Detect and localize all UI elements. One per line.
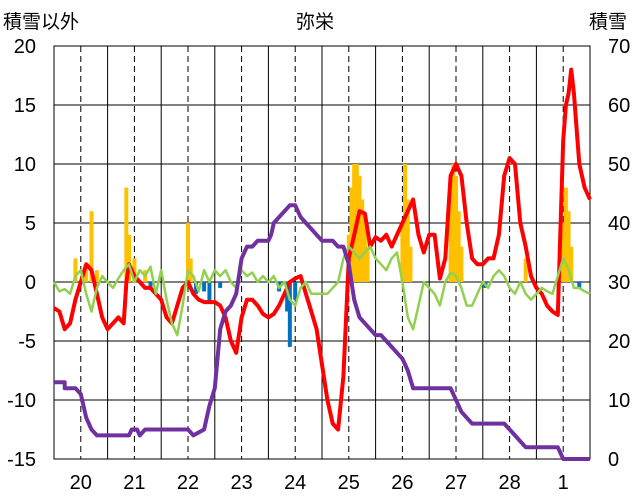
y-right-tick-label: 10 [608, 390, 630, 412]
x-tick-label: 24 [284, 472, 306, 494]
y-left-tick-label: 0 [25, 272, 36, 294]
bar [357, 175, 362, 282]
y-left-tick-label: -10 [7, 390, 36, 412]
y-axis-left-label: 積雪以外 [3, 11, 80, 33]
y-left-tick-label: 10 [14, 154, 36, 176]
bar [293, 282, 298, 300]
bar [566, 211, 571, 282]
x-tick-label: 27 [445, 472, 467, 494]
bar [84, 264, 89, 282]
chart-title: 弥栄 [296, 11, 335, 33]
x-tick-label: 21 [123, 472, 145, 494]
bar [456, 211, 461, 282]
bar [349, 187, 354, 282]
bar [186, 223, 190, 282]
x-tick-label: 26 [391, 472, 413, 494]
y-right-tick-label: 30 [608, 272, 630, 294]
y-axis-right-label: 積雪 [589, 11, 628, 33]
y-left-tick-label: -5 [18, 331, 36, 353]
x-tick-label: 25 [338, 472, 360, 494]
y-right-tick-label: 0 [608, 449, 619, 471]
bar [127, 234, 132, 282]
bar [451, 164, 456, 282]
y-right-tick-label: 20 [608, 331, 630, 353]
bar [132, 258, 137, 282]
bar [365, 246, 370, 282]
bar [523, 258, 528, 282]
series-line-2 [52, 67, 592, 432]
bar [194, 282, 199, 294]
bar [148, 282, 153, 288]
series-line-4 [54, 203, 590, 461]
bar [285, 282, 290, 312]
plot-border [53, 45, 591, 460]
bar [89, 211, 94, 282]
bar [408, 246, 413, 282]
bar [448, 187, 453, 282]
x-tick-label: 28 [498, 472, 520, 494]
bar [405, 199, 410, 282]
series-line-3 [52, 245, 591, 337]
bar [188, 258, 193, 282]
y-right-tick-label: 60 [608, 95, 630, 117]
bar [400, 223, 405, 282]
bar [202, 282, 207, 292]
y-left-tick-label: 5 [25, 213, 36, 235]
x-tick-label: 20 [70, 472, 92, 494]
y-left-tick-label: -15 [7, 449, 36, 471]
y-right-tick-label: 70 [608, 36, 630, 58]
x-tick-label: 1 [558, 472, 569, 494]
bar [124, 187, 129, 282]
bar [569, 246, 574, 282]
bar [454, 175, 458, 282]
y-left-tick-label: 15 [14, 95, 36, 117]
x-tick-label: 23 [230, 472, 252, 494]
bar [207, 282, 212, 304]
bar [94, 270, 99, 282]
bar [287, 282, 292, 347]
y-right-tick-label: 50 [608, 154, 630, 176]
bar [352, 164, 357, 282]
bar [73, 258, 78, 282]
y-right-tick-label: 40 [608, 213, 630, 235]
bar [360, 199, 365, 282]
bar [577, 282, 582, 290]
x-tick-label: 22 [177, 472, 199, 494]
bar [403, 164, 408, 282]
bar [563, 187, 568, 282]
bar [459, 246, 464, 282]
bar [561, 223, 566, 282]
bar [218, 282, 223, 288]
y-left-tick-label: 20 [14, 36, 36, 58]
